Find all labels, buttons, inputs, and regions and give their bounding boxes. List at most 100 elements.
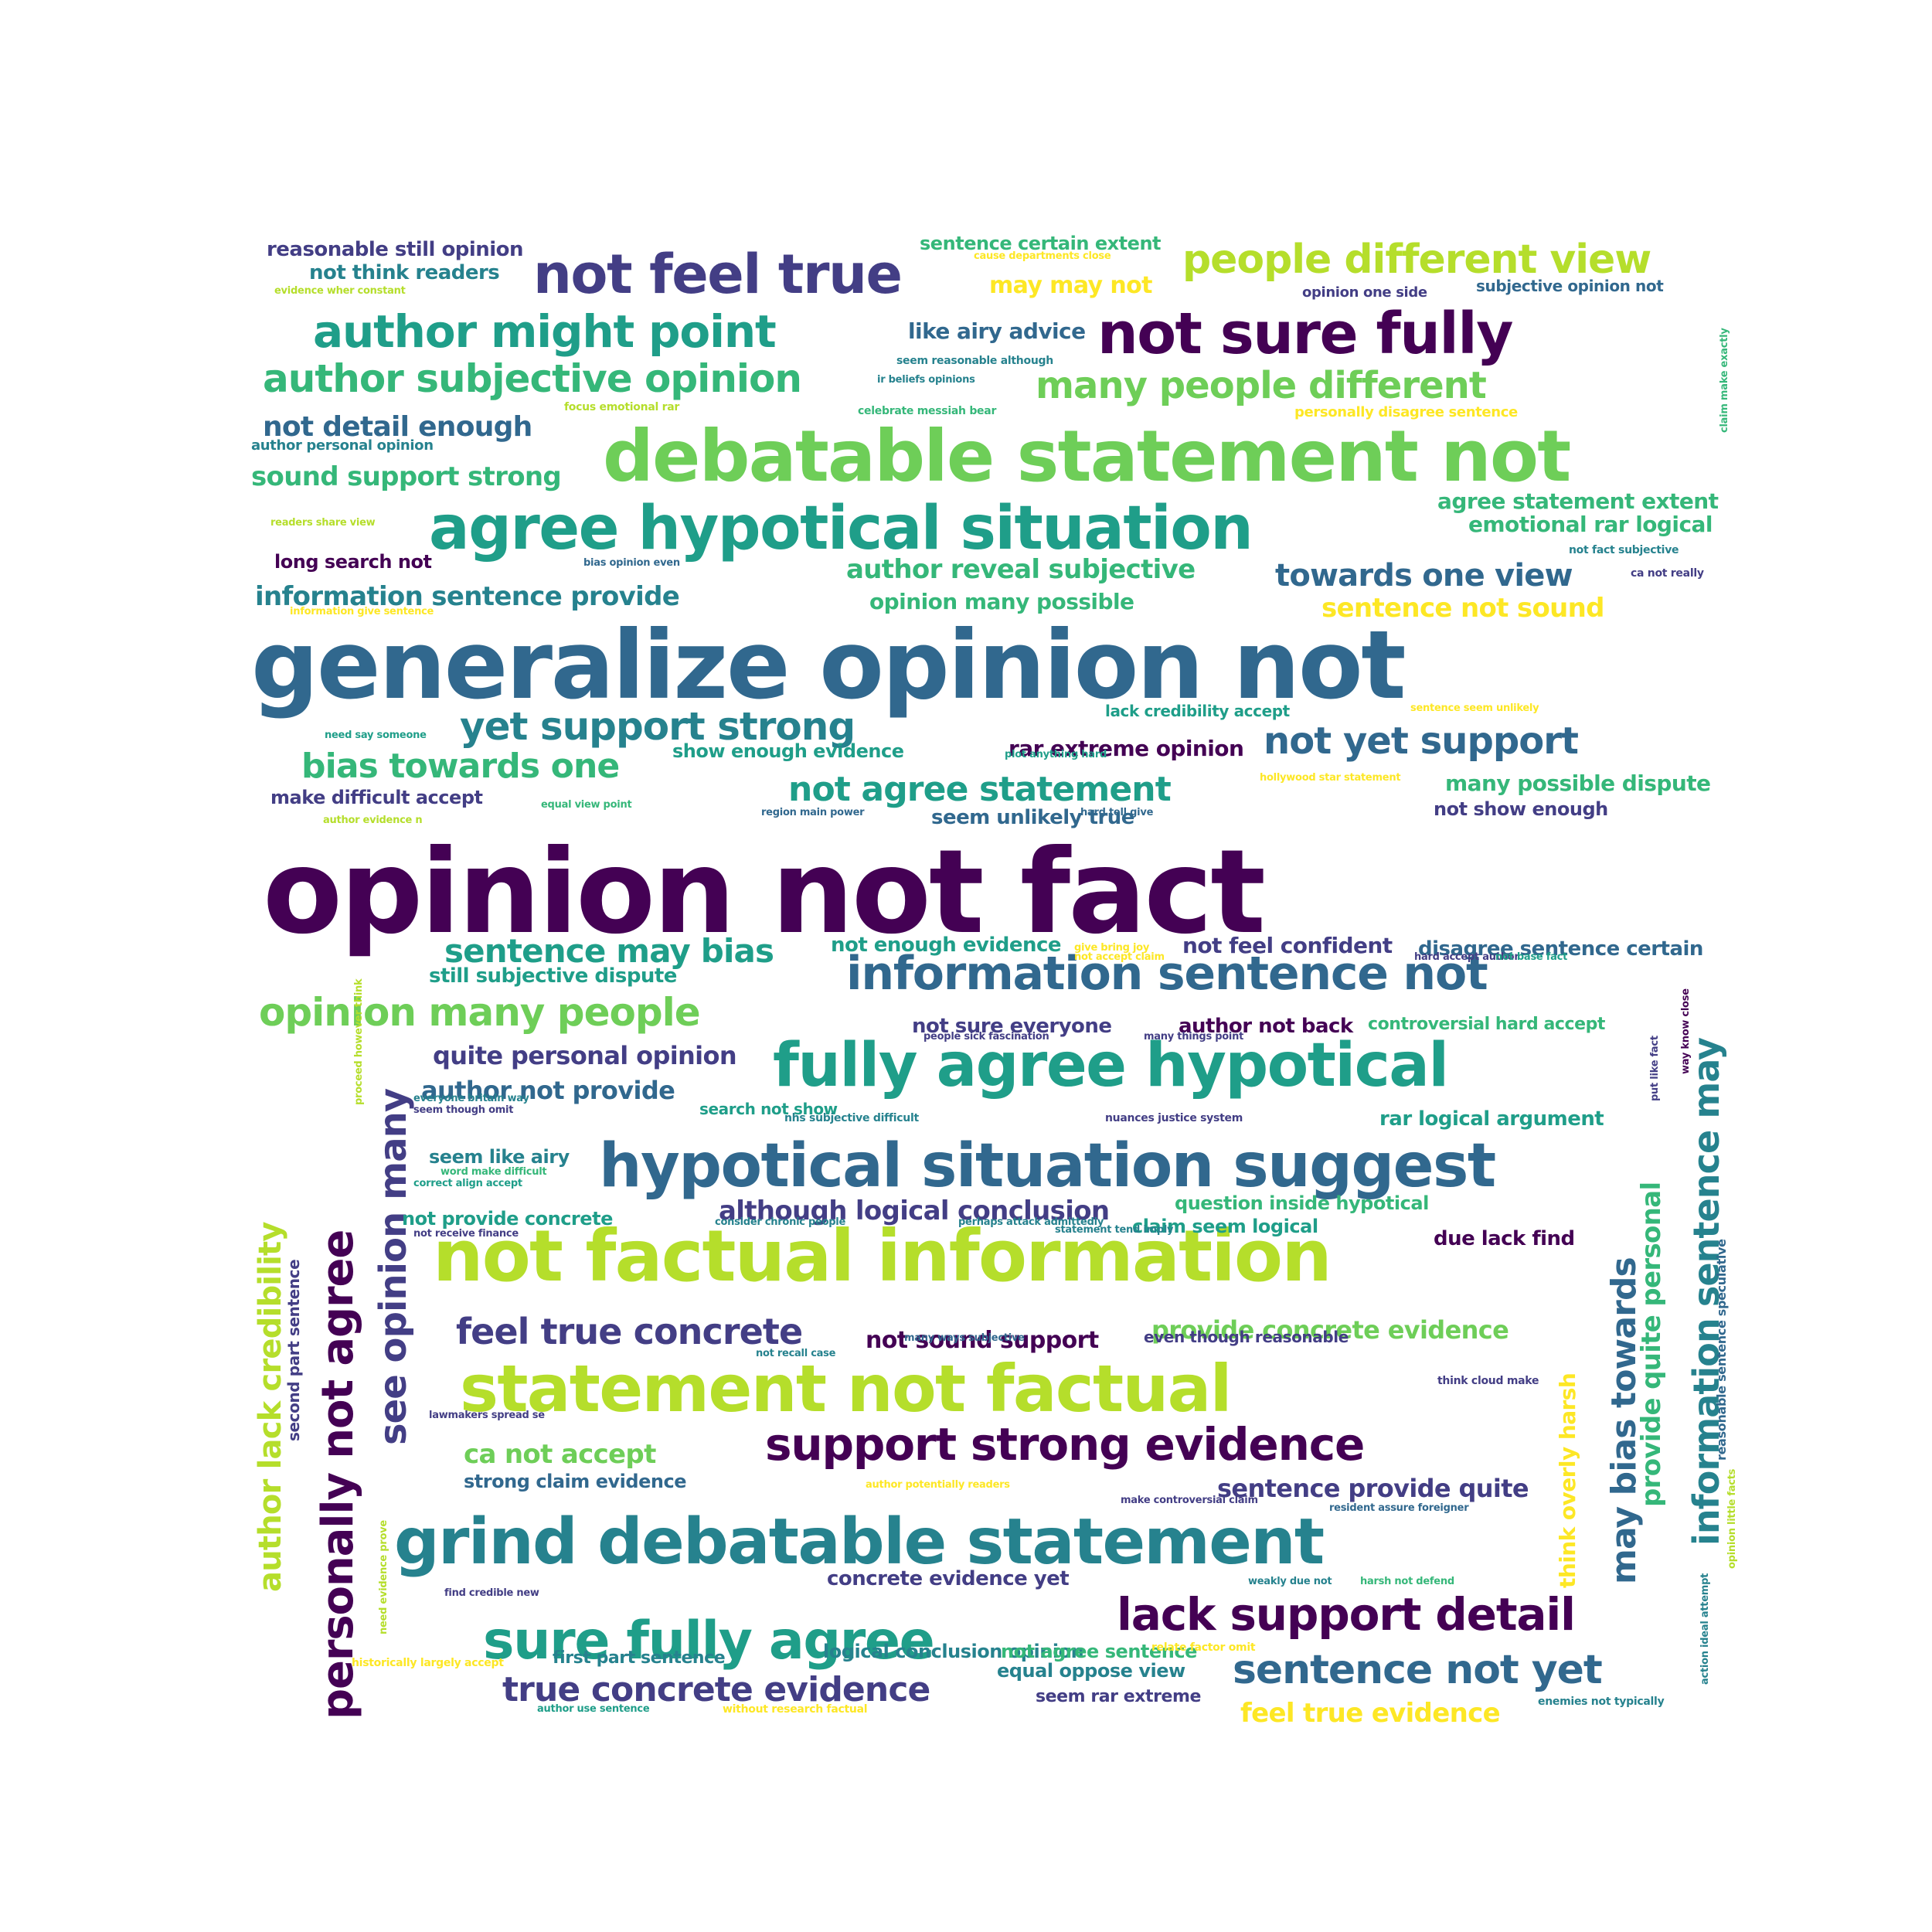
cloud-word: statement not factual xyxy=(460,1351,1232,1427)
cloud-word: emotional rar logical xyxy=(1468,512,1713,537)
cloud-word: way know close xyxy=(1680,988,1692,1074)
cloud-word: controversial hard accept xyxy=(1368,1015,1605,1034)
cloud-word: people different view xyxy=(1182,236,1651,283)
cloud-word: see opinion many xyxy=(372,1088,415,1445)
cloud-word: search not show xyxy=(699,1100,838,1118)
cloud-word: not receive finance xyxy=(413,1228,519,1240)
cloud-word: concrete evidence yet xyxy=(827,1567,1070,1590)
cloud-word: proceed however think xyxy=(353,978,365,1105)
cloud-word: not agree statement xyxy=(788,770,1172,809)
cloud-word: harsh not defend xyxy=(1360,1576,1454,1587)
cloud-word: ir beliefs opinions xyxy=(877,374,975,386)
cloud-word: action ideal attempt xyxy=(1699,1573,1711,1685)
cloud-word: seem though omit xyxy=(413,1104,514,1116)
cloud-word: seem reasonable although xyxy=(896,355,1053,367)
cloud-word: find credible new xyxy=(444,1587,539,1599)
cloud-word: even though reasonable xyxy=(1144,1328,1349,1346)
cloud-word: author use sentence xyxy=(537,1703,650,1715)
cloud-word: debatable statement not xyxy=(603,415,1571,498)
cloud-word: not recall case xyxy=(756,1348,836,1359)
cloud-word: think cloud make xyxy=(1437,1375,1539,1387)
cloud-word: make controversial claim xyxy=(1121,1495,1258,1506)
cloud-word: reasonable sentence speculative xyxy=(1714,1239,1729,1461)
cloud-word: ca not accept xyxy=(464,1439,656,1470)
cloud-word: focus emotional rar xyxy=(564,401,680,413)
cloud-word: personally disagree sentence xyxy=(1294,404,1518,420)
cloud-word: although logical conclusion xyxy=(719,1196,1110,1226)
cloud-word: author personal opinion xyxy=(251,437,434,454)
cloud-word: need say someone xyxy=(325,730,427,741)
cloud-word: rar extreme opinion xyxy=(1009,736,1244,761)
cloud-word: think overly harsh xyxy=(1555,1372,1580,1588)
cloud-word: nhs subjective difficult xyxy=(784,1112,919,1124)
cloud-word: not detail enough xyxy=(263,411,532,443)
cloud-word: strong claim evidence xyxy=(464,1471,687,1492)
cloud-word: grind debatable statement xyxy=(394,1505,1325,1579)
cloud-word: bias towards one xyxy=(301,747,620,786)
cloud-word: opinion one side xyxy=(1302,284,1427,301)
cloud-word: not feel confident xyxy=(1182,933,1393,958)
cloud-word: lack support detail xyxy=(1117,1588,1576,1641)
cloud-word: resident assure foreigner xyxy=(1329,1502,1469,1514)
cloud-word: historically largely accept xyxy=(352,1657,504,1669)
cloud-word: second part sentence xyxy=(284,1259,303,1441)
cloud-word: towards one view xyxy=(1275,558,1573,594)
cloud-word: reasonable still opinion xyxy=(267,238,524,261)
cloud-word: agree statement extent xyxy=(1437,488,1719,514)
cloud-word: not sure everyone xyxy=(912,1015,1112,1038)
cloud-word: true concrete evidence xyxy=(502,1670,930,1709)
cloud-word: give bring joy xyxy=(1074,942,1150,954)
cloud-word: like airy advice xyxy=(908,318,1086,344)
cloud-word: sentence certain extent xyxy=(920,233,1162,254)
cloud-word: cause departments close xyxy=(974,250,1111,262)
cloud-word: nuances justice system xyxy=(1105,1112,1243,1124)
cloud-word: long search not xyxy=(274,551,432,573)
cloud-word: lack credibility accept xyxy=(1105,702,1290,720)
cloud-word: sound support strong xyxy=(251,461,562,492)
cloud-word: put like fact xyxy=(1649,1036,1661,1101)
cloud-word: perhaps attack admittedly xyxy=(958,1216,1104,1228)
cloud-word: author not provide xyxy=(421,1076,675,1105)
cloud-word: seem unlikely true xyxy=(931,806,1134,829)
cloud-word: provide concrete evidence xyxy=(1151,1315,1509,1345)
cloud-word: hard accept author xyxy=(1414,951,1519,963)
cloud-word: provide quite personal xyxy=(1636,1182,1667,1507)
cloud-word: not show enough xyxy=(1434,798,1608,820)
cloud-word: everyone britain way xyxy=(413,1093,529,1104)
cloud-word: opinion not fact xyxy=(263,825,1266,960)
cloud-word: not sound support xyxy=(866,1327,1099,1354)
cloud-word: fully agree hypotical xyxy=(773,1031,1449,1100)
cloud-word: not accept claim xyxy=(1074,951,1165,963)
cloud-word: hypotical situation suggest xyxy=(599,1131,1496,1201)
cloud-word: equal view point xyxy=(541,799,632,811)
cloud-word: author evidence n xyxy=(323,815,423,826)
cloud-word: many people different xyxy=(1036,364,1487,407)
cloud-word: opinion many people xyxy=(259,990,701,1035)
cloud-word: many ways subjective xyxy=(904,1332,1025,1344)
cloud-word: author subjective opinion xyxy=(263,356,802,401)
cloud-word: many possible dispute xyxy=(1445,770,1711,796)
cloud-word: sentence not sound xyxy=(1321,593,1605,624)
cloud-word: relate factor omit xyxy=(1151,1641,1256,1654)
cloud-word: author lack credibility xyxy=(253,1222,288,1592)
cloud-word: lawmakers spread se xyxy=(429,1410,545,1421)
cloud-word: hollywood star statement xyxy=(1260,772,1401,784)
cloud-word: may may not xyxy=(989,272,1152,299)
cloud-word: disagree sentence certain xyxy=(1418,937,1703,961)
cloud-word: sentence seem unlikely xyxy=(1410,702,1539,714)
cloud-word: word make difficult xyxy=(440,1166,547,1178)
cloud-word: seem rar extreme xyxy=(1036,1687,1201,1706)
cloud-word: yet support strong xyxy=(460,704,855,749)
cloud-word: information give sentence xyxy=(290,606,434,617)
cloud-word: evidence wher constant xyxy=(274,285,406,297)
cloud-word: rar logical argument xyxy=(1379,1107,1604,1131)
cloud-word: generalize opinion not xyxy=(251,611,1406,720)
cloud-word: weakly due not xyxy=(1248,1576,1332,1587)
cloud-word: author not back xyxy=(1179,1015,1353,1038)
cloud-word: not fact subjective xyxy=(1569,544,1679,556)
cloud-word: claim make exactly xyxy=(1719,328,1730,433)
cloud-word: not enough evidence xyxy=(831,934,1061,957)
cloud-word: subjective opinion not xyxy=(1476,277,1664,295)
cloud-word: make difficult accept xyxy=(270,787,483,808)
